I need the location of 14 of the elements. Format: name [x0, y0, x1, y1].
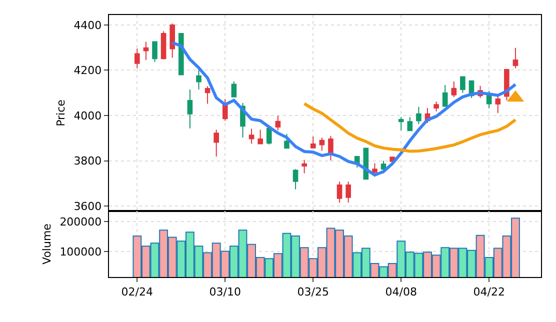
y-axis-title: Price [54, 99, 68, 126]
y-tick-label: 4000 [74, 109, 102, 122]
y-tick-label: 100000 [60, 245, 102, 258]
y-tick-label: 200000 [60, 216, 102, 229]
x-tick-label: 04/08 [385, 285, 417, 298]
x-tick-label: 03/10 [209, 285, 241, 298]
y-axis-title: Volume [40, 223, 54, 264]
y-tick-label: 4200 [74, 64, 102, 78]
x-tick-label: 02/24 [121, 285, 153, 298]
y-tick-label: 3600 [74, 200, 102, 213]
y-tick-label: 3800 [74, 154, 102, 168]
x-tick-label: 04/22 [473, 285, 505, 298]
x-tick-label: 03/25 [297, 285, 329, 298]
y-tick-label: 4400 [74, 18, 102, 32]
